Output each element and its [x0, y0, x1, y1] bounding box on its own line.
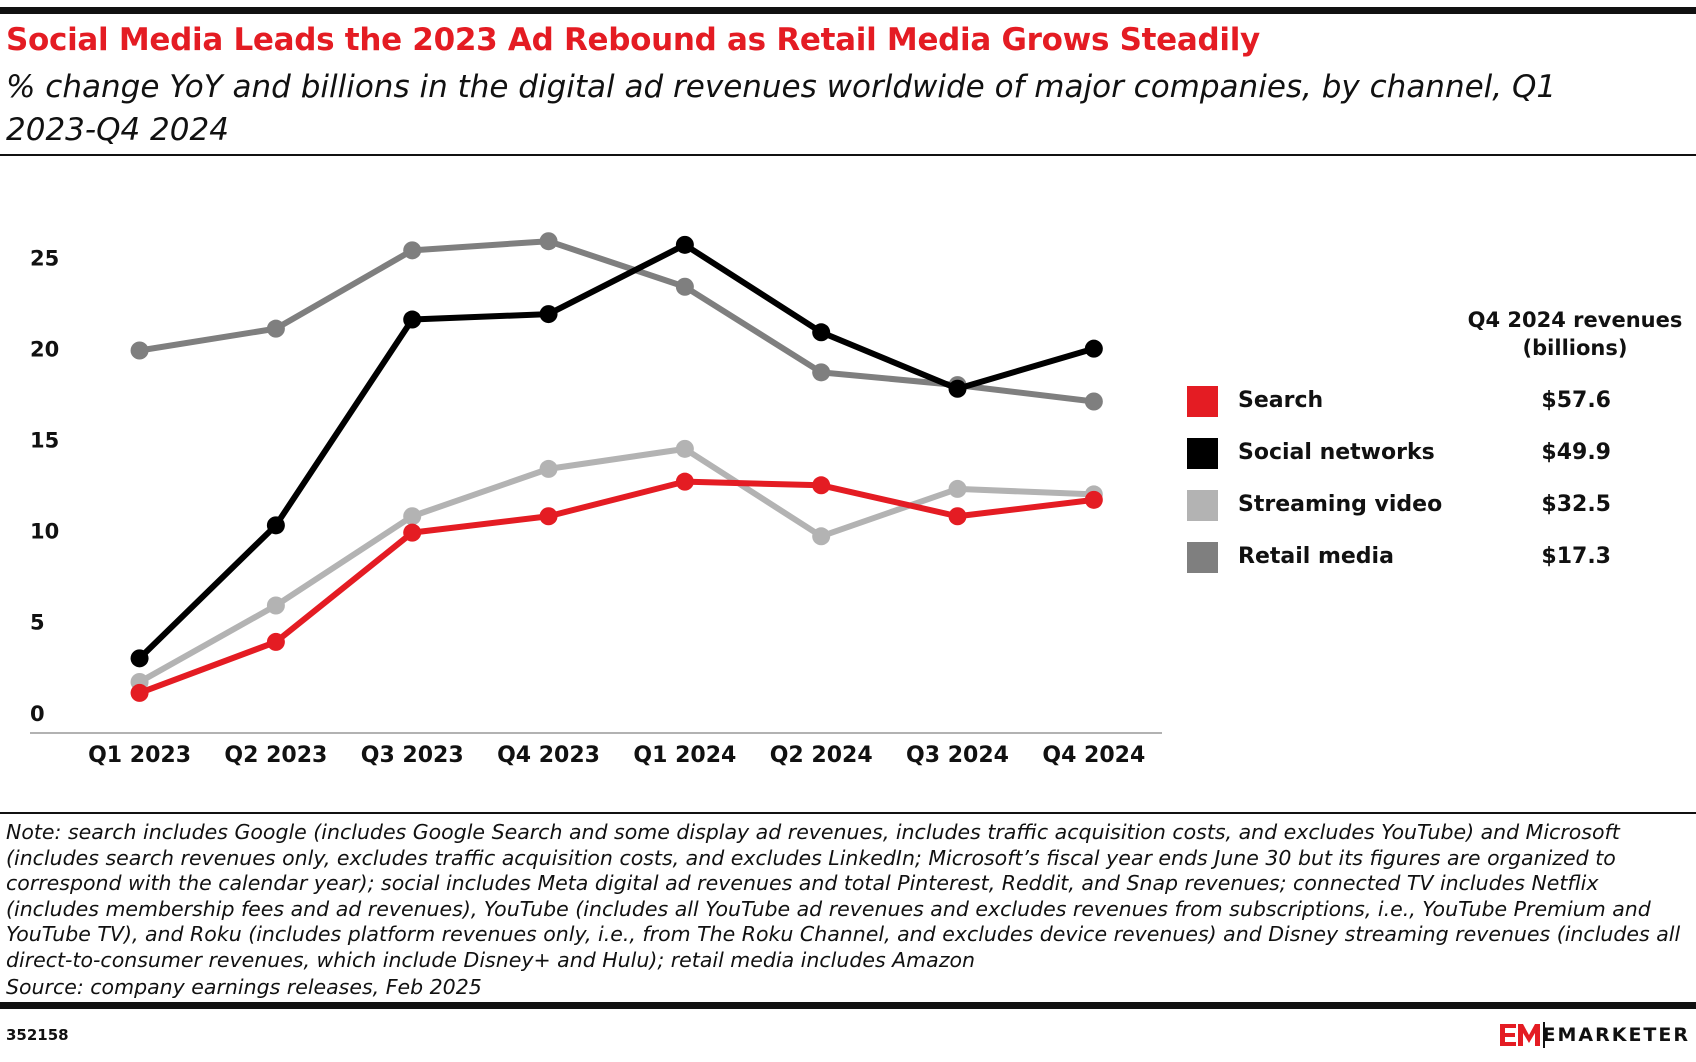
y-tick-label: 20	[30, 338, 59, 362]
x-tick-label: Q3 2024	[906, 743, 1009, 768]
x-tick-label: Q4 2023	[497, 743, 600, 768]
legend-swatch	[1187, 490, 1218, 521]
x-tick-label: Q1 2024	[633, 743, 736, 768]
x-tick-label: Q1 2023	[88, 743, 191, 768]
series-line	[138, 478, 1095, 696]
legend-value: $17.3	[1541, 544, 1611, 569]
legend-value: $32.5	[1541, 492, 1611, 517]
legend-swatch	[1187, 386, 1218, 417]
data-point	[539, 305, 558, 324]
header-rule	[0, 154, 1696, 156]
note-rule	[0, 812, 1696, 814]
chart-title: Social Media Leads the 2023 Ad Rebound a…	[6, 22, 1260, 58]
bottom-bar	[0, 1002, 1696, 1009]
data-point	[539, 232, 558, 251]
legend-label: Social networks	[1238, 440, 1435, 465]
legend-value: $49.9	[1541, 440, 1611, 465]
data-point	[1084, 392, 1103, 411]
data-point	[812, 476, 831, 495]
y-tick-label: 0	[30, 702, 45, 726]
data-point	[675, 235, 694, 254]
legend-label: Streaming video	[1238, 492, 1442, 517]
source: Source: company earnings releases, Feb 2…	[6, 975, 482, 999]
data-point	[403, 310, 422, 329]
data-point	[1084, 339, 1103, 358]
data-point	[403, 523, 422, 542]
x-tick-label: Q2 2024	[770, 743, 873, 768]
data-point	[130, 649, 149, 668]
x-tick-label: Q4 2024	[1042, 743, 1145, 768]
series-line	[138, 445, 1094, 685]
top-bar	[0, 7, 1696, 14]
x-tick-label: Q3 2023	[361, 743, 464, 768]
data-point	[403, 507, 422, 526]
series-line	[137, 241, 1095, 661]
data-point	[266, 632, 285, 651]
legend-value: $57.6	[1541, 388, 1611, 413]
data-point	[675, 439, 694, 458]
data-point	[1084, 490, 1103, 509]
chart-subtitle: % change YoY and billions in the digital…	[6, 69, 1557, 148]
legend-swatch	[1187, 542, 1218, 573]
data-point	[948, 507, 967, 526]
y-tick-label: 25	[30, 246, 59, 270]
data-point	[266, 319, 285, 338]
data-point	[948, 379, 967, 398]
data-point	[266, 516, 285, 535]
chart: 0 5 10 15 20 25 Q1 2023 Q2 2023 Q3 2023 Q4 2023 Q1…	[30, 232, 1611, 768]
data-point	[403, 241, 422, 260]
legend-label: Search	[1238, 388, 1323, 413]
y-tick-label: 15	[30, 429, 59, 453]
brand: EMARKETER	[1542, 1024, 1690, 1046]
x-tick-label: Q2 2023	[224, 743, 327, 768]
data-point	[539, 459, 558, 478]
data-point	[130, 683, 149, 702]
data-point	[948, 479, 967, 498]
legend-swatch	[1187, 438, 1218, 469]
data-point	[130, 341, 149, 360]
data-point	[675, 472, 694, 491]
data-point	[812, 363, 831, 382]
series-line	[139, 238, 1095, 405]
chart-id: 352158	[6, 1026, 69, 1044]
data-point	[812, 323, 831, 342]
note: Note: search includes Google (includes G…	[6, 820, 1681, 972]
y-tick-label: 5	[30, 611, 45, 635]
data-point	[266, 596, 285, 615]
data-point	[812, 527, 831, 546]
revenue-header: Q4 2024 revenues (billions)	[1467, 308, 1683, 360]
data-point	[675, 277, 694, 296]
y-tick-label: 10	[30, 520, 59, 544]
data-point	[539, 507, 558, 526]
logo-mark	[1500, 1022, 1545, 1048]
legend-label: Retail media	[1238, 544, 1394, 569]
